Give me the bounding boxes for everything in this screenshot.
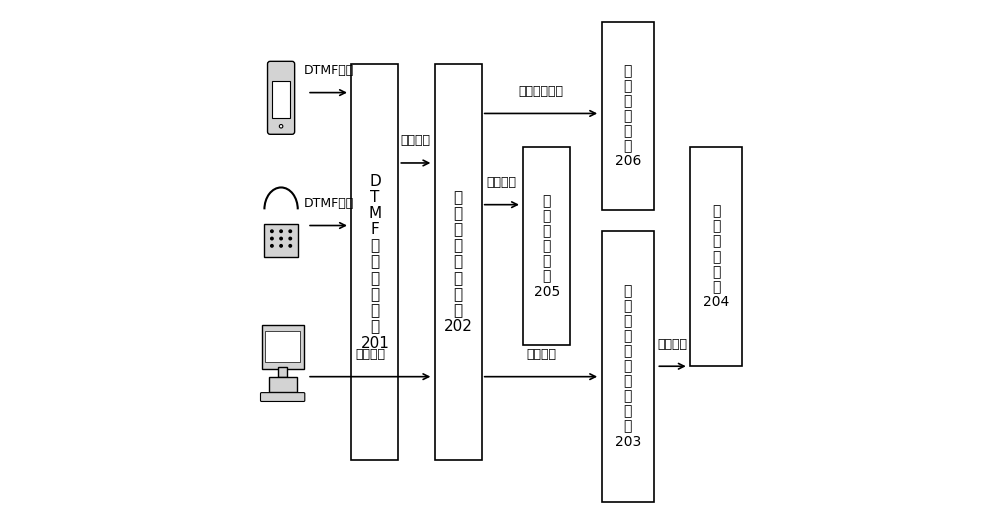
FancyBboxPatch shape bbox=[272, 81, 290, 118]
Text: 结束发言: 结束发言 bbox=[487, 176, 517, 189]
FancyBboxPatch shape bbox=[351, 64, 398, 460]
FancyBboxPatch shape bbox=[602, 231, 654, 502]
FancyBboxPatch shape bbox=[265, 331, 300, 362]
FancyBboxPatch shape bbox=[268, 61, 295, 134]
FancyBboxPatch shape bbox=[264, 224, 298, 257]
Circle shape bbox=[289, 230, 292, 233]
Circle shape bbox=[280, 230, 282, 233]
Circle shape bbox=[289, 237, 292, 240]
FancyBboxPatch shape bbox=[523, 147, 570, 345]
Circle shape bbox=[280, 245, 282, 247]
Text: 会
议
发
言
策
略
控
制
模
块
203: 会 议 发 言 策 略 控 制 模 块 203 bbox=[615, 283, 641, 449]
Text: 发言申请: 发言申请 bbox=[526, 348, 556, 361]
Circle shape bbox=[280, 237, 282, 240]
FancyBboxPatch shape bbox=[278, 367, 287, 377]
FancyBboxPatch shape bbox=[260, 392, 305, 401]
Text: 停
止
发
言
模
块
205: 停 止 发 言 模 块 205 bbox=[534, 194, 560, 299]
Text: 请求消息: 请求消息 bbox=[355, 348, 385, 361]
FancyBboxPatch shape bbox=[690, 147, 742, 366]
FancyBboxPatch shape bbox=[602, 22, 654, 210]
Text: 请
求
消
息
路
由
模
块
202: 请 求 消 息 路 由 模 块 202 bbox=[444, 190, 473, 334]
FancyBboxPatch shape bbox=[269, 377, 297, 392]
Text: 终
端
发
言
模
块
204: 终 端 发 言 模 块 204 bbox=[703, 204, 729, 309]
FancyBboxPatch shape bbox=[435, 64, 482, 460]
Text: 终端切换申请: 终端切换申请 bbox=[518, 85, 563, 98]
Text: 终
端
切
换
模
块
206: 终 端 切 换 模 块 206 bbox=[615, 64, 641, 168]
Circle shape bbox=[271, 237, 273, 240]
Circle shape bbox=[271, 230, 273, 233]
Circle shape bbox=[289, 245, 292, 247]
Text: 请求消息: 请求消息 bbox=[401, 134, 431, 147]
Text: DTMF信号: DTMF信号 bbox=[303, 197, 354, 210]
FancyBboxPatch shape bbox=[262, 324, 304, 368]
Text: 裁决结果: 裁决结果 bbox=[658, 337, 688, 351]
Text: D
T
M
F
常
态
监
听
模
块
201: D T M F 常 态 监 听 模 块 201 bbox=[360, 173, 389, 351]
Text: DTMF信号: DTMF信号 bbox=[303, 64, 354, 77]
Circle shape bbox=[279, 125, 283, 128]
Circle shape bbox=[271, 245, 273, 247]
